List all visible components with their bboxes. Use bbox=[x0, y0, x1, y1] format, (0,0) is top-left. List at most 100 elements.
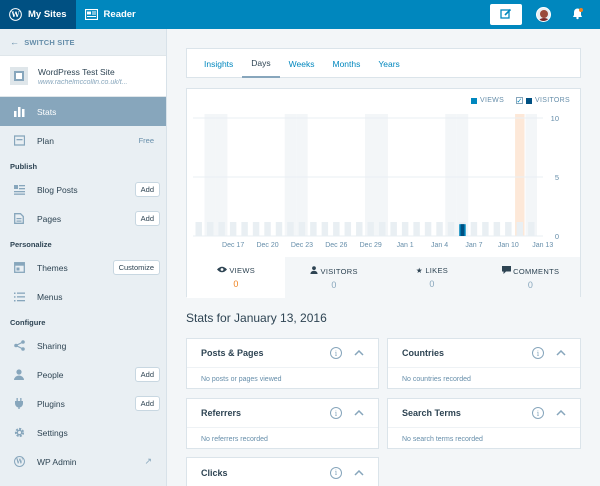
sidebar-item-menus[interactable]: Menus bbox=[0, 282, 166, 311]
themes-icon bbox=[11, 262, 27, 273]
info-icon[interactable]: i bbox=[330, 466, 342, 479]
empty-bar bbox=[252, 222, 260, 236]
sidebar-item-stats[interactable]: Stats bbox=[0, 97, 166, 126]
visitors-swatch bbox=[526, 97, 533, 104]
legend-visitors: VISITORS bbox=[535, 97, 570, 104]
x-tick-label: Jan 1 bbox=[397, 242, 414, 249]
add-plugin-button[interactable]: Add bbox=[134, 396, 160, 411]
site-globe-icon bbox=[10, 67, 28, 85]
x-tick-label: Dec 17 bbox=[222, 242, 244, 249]
summary-tab-likes[interactable]: ★ LIKES 0 bbox=[383, 257, 481, 298]
empty-bar bbox=[344, 222, 352, 236]
x-tick-label: Jan 13 bbox=[532, 242, 553, 249]
sidebar-item-label: WP Admin bbox=[37, 456, 77, 467]
module-posts-pages: Posts & Pages i No posts or pages viewed bbox=[186, 338, 379, 389]
switch-site-link[interactable]: ← SWITCH SITE bbox=[0, 29, 166, 55]
empty-bar bbox=[195, 222, 202, 236]
plug-icon bbox=[11, 398, 27, 409]
empty-bar bbox=[424, 222, 432, 236]
chevron-up-icon[interactable] bbox=[354, 410, 364, 416]
section-header-personalize: Personalize bbox=[10, 240, 52, 249]
tab-weeks[interactable]: Weeks bbox=[288, 58, 315, 69]
empty-bar bbox=[287, 222, 294, 236]
empty-bar bbox=[482, 222, 489, 236]
empty-bar bbox=[321, 222, 329, 236]
section-header-configure: Configure bbox=[10, 318, 46, 327]
sidebar-item-blog-posts[interactable]: Blog Posts Add bbox=[0, 175, 166, 204]
sidebar-item-label: Menus bbox=[37, 291, 63, 302]
bell-icon bbox=[571, 7, 584, 22]
add-person-button[interactable]: Add bbox=[134, 367, 160, 382]
site-card[interactable]: WordPress Test Site www.rachelmccollin.c… bbox=[0, 55, 166, 97]
module-title: Clicks bbox=[201, 467, 228, 478]
summary-views-value: 0 bbox=[233, 279, 239, 289]
reader-button[interactable]: Reader bbox=[76, 0, 145, 29]
info-icon[interactable]: i bbox=[532, 347, 544, 359]
notifications-button[interactable] bbox=[571, 7, 584, 22]
summary-comments-label: COMMENTS bbox=[513, 266, 560, 276]
menus-icon bbox=[11, 292, 27, 302]
x-tick-label: Jan 7 bbox=[465, 242, 482, 249]
sidebar-item-themes[interactable]: Themes Customize bbox=[0, 253, 166, 282]
empty-bar bbox=[516, 222, 524, 236]
x-tick-label: Dec 26 bbox=[325, 242, 347, 249]
svg-text:W: W bbox=[10, 10, 20, 19]
sidebar-item-plan[interactable]: Plan Free bbox=[0, 126, 166, 155]
eye-icon bbox=[216, 266, 229, 275]
sidebar-item-sharing[interactable]: Sharing bbox=[0, 331, 166, 360]
add-page-button[interactable]: Add bbox=[134, 211, 160, 226]
empty-bar bbox=[378, 222, 386, 236]
my-sites-label: My Sites bbox=[28, 9, 67, 20]
tab-days[interactable]: Days bbox=[242, 49, 280, 78]
chevron-up-icon[interactable] bbox=[354, 350, 364, 356]
weekend-column bbox=[204, 114, 216, 236]
share-icon bbox=[11, 340, 27, 351]
chevron-up-icon[interactable] bbox=[354, 469, 364, 476]
chevron-up-icon[interactable] bbox=[556, 410, 566, 416]
x-tick-label: Dec 20 bbox=[256, 242, 278, 249]
pencil-icon bbox=[500, 8, 512, 22]
sidebar-item-settings[interactable]: Settings bbox=[0, 418, 166, 447]
tab-years[interactable]: Years bbox=[378, 58, 400, 69]
write-button[interactable] bbox=[490, 4, 522, 25]
info-icon[interactable]: i bbox=[330, 347, 342, 359]
info-icon[interactable]: i bbox=[330, 407, 342, 419]
summary-tab-views[interactable]: VIEWS 0 bbox=[187, 257, 285, 298]
selected-day-column bbox=[515, 114, 525, 236]
site-url: www.rachelmccollin.co.uk/t... bbox=[38, 78, 128, 86]
site-name: WordPress Test Site bbox=[38, 66, 115, 77]
sidebar-item-pages[interactable]: Pages Add bbox=[0, 204, 166, 233]
visitors-checkbox[interactable]: ✓ bbox=[516, 97, 524, 105]
add-post-button[interactable]: Add bbox=[134, 182, 160, 197]
chevron-up-icon[interactable] bbox=[556, 350, 566, 356]
bar-chart-icon bbox=[11, 106, 27, 117]
avatar[interactable] bbox=[536, 7, 551, 22]
weekend-column bbox=[456, 114, 469, 236]
summary-tab-comments[interactable]: COMMENTS 0 bbox=[481, 257, 580, 298]
person-icon bbox=[11, 369, 27, 380]
module-empty-text: No countries recorded bbox=[402, 376, 471, 383]
my-sites-button[interactable]: W My Sites bbox=[0, 0, 76, 29]
weekend-column bbox=[215, 114, 228, 236]
summary-tab-visitors[interactable]: VISITORS 0 bbox=[285, 257, 383, 298]
masterbar: W My Sites Reader bbox=[0, 0, 600, 29]
info-icon[interactable]: i bbox=[532, 407, 544, 419]
tab-months[interactable]: Months bbox=[332, 58, 361, 69]
sidebar-item-plugins[interactable]: Plugins Add bbox=[0, 389, 166, 418]
stats-chart[interactable]: 0 5 10 Dec 17 Dec 20 Dec 23 Dec 26 Dec 29 Jan 1 J… bbox=[187, 89, 580, 257]
empty-bar bbox=[367, 222, 374, 236]
empty-bar bbox=[493, 222, 501, 236]
empty-bar bbox=[298, 222, 306, 236]
sidebar-item-wp-admin[interactable]: W WP Admin ↗ bbox=[0, 447, 166, 476]
sidebar-item-label: Settings bbox=[37, 427, 68, 438]
x-tick-label: Jan 4 bbox=[431, 242, 448, 249]
customize-button[interactable]: Customize bbox=[112, 260, 160, 275]
sidebar-item-people[interactable]: People Add bbox=[0, 360, 166, 389]
empty-bar bbox=[401, 222, 409, 236]
sidebar-item-label: Blog Posts bbox=[37, 184, 78, 195]
module-title: Posts & Pages bbox=[201, 348, 264, 358]
empty-bar bbox=[505, 222, 512, 236]
reader-label: Reader bbox=[103, 9, 136, 20]
tab-insights[interactable]: Insights bbox=[204, 58, 234, 69]
sidebar-item-label: People bbox=[37, 369, 64, 380]
